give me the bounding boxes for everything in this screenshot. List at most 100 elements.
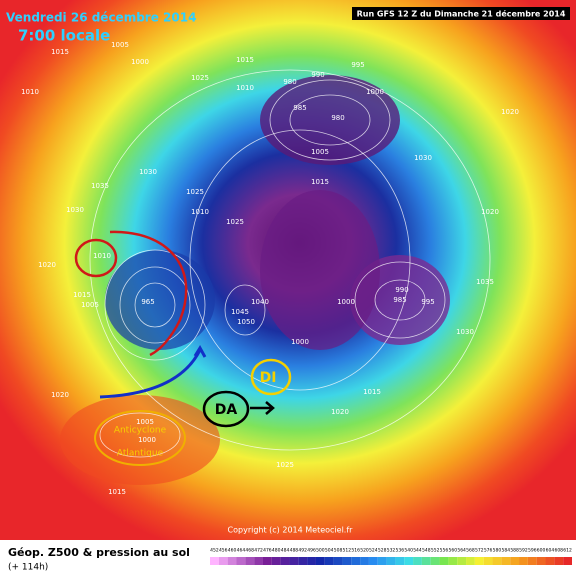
isobar-label: 1015: [236, 56, 254, 64]
isobar: [89, 69, 491, 451]
scale-label: 480: [272, 548, 281, 554]
low-area: [105, 250, 215, 350]
scale-swatch: [421, 557, 431, 565]
isobar: [269, 79, 391, 161]
highlight-circle: [74, 238, 118, 278]
scale-label: 560: [449, 548, 458, 554]
isobar-label: 995: [421, 298, 434, 306]
scale-label: 544: [413, 548, 422, 554]
scale-label: 572: [475, 548, 484, 554]
isobar-label: 1020: [501, 108, 519, 116]
isobar-label: 1000: [337, 298, 355, 306]
low-area: [260, 75, 400, 165]
scale-label: 500: [316, 548, 325, 554]
isobar-label: 980: [283, 78, 296, 86]
scale-label: 536: [396, 548, 405, 554]
scale-label: 540: [404, 548, 413, 554]
isobar-label: 1050: [237, 318, 255, 326]
time: 7:00 locale: [18, 27, 110, 45]
isobar-label: 1015: [108, 488, 126, 496]
isobar-label: 1010: [191, 208, 209, 216]
scale-swatch: [324, 557, 334, 565]
scale-label: 568: [466, 548, 475, 554]
isobar-label: 1040: [251, 298, 269, 306]
scale-label: 456: [219, 548, 228, 554]
da-circle: [202, 390, 250, 428]
da-arrow: [250, 401, 275, 415]
scale-swatch: [360, 557, 369, 565]
scale-label: 576: [484, 548, 493, 554]
isobar-label: 1025: [226, 218, 244, 226]
scale-swatch: [342, 557, 352, 565]
isobar-label: 995: [351, 61, 364, 69]
scale-swatch: [236, 557, 246, 565]
scale-swatch: [457, 557, 467, 565]
isobar: [224, 284, 266, 336]
scale-label: 472: [254, 548, 263, 554]
scale-swatch: [218, 557, 228, 565]
anticyclone-circle: [94, 410, 186, 466]
scale-label: 608: [554, 548, 563, 554]
isobar-label: 965: [141, 298, 154, 306]
scale-label: 504: [325, 548, 334, 554]
isobar-label: 1030: [414, 154, 432, 162]
scale-label: 524: [369, 548, 378, 554]
scale-swatch: [404, 557, 414, 565]
isobar-label: 1010: [21, 88, 39, 96]
scale-swatch: [483, 557, 493, 565]
scale-label: 612: [563, 548, 572, 554]
isobar-label: 1000: [131, 58, 149, 66]
scale-swatch: [307, 557, 316, 565]
scale-label: 488: [290, 548, 299, 554]
low-area: [260, 190, 380, 350]
scale-label: 556: [440, 548, 449, 554]
isobar-label: 990: [311, 71, 324, 79]
isobar-label: 1000: [366, 88, 384, 96]
scale-swatch: [210, 557, 219, 565]
scale-swatch: [289, 557, 299, 565]
isobar-label: 1030: [456, 328, 474, 336]
scale-label: 464: [237, 548, 246, 554]
scale-swatch: [554, 557, 564, 565]
footer-lead: (+ 114h): [8, 563, 48, 573]
isobar: [374, 279, 426, 321]
scale-label: 592: [519, 548, 528, 554]
high-area: [60, 395, 220, 485]
isobar-label: 1005: [136, 418, 154, 426]
isobar-label: 1005: [81, 301, 99, 309]
isobar-label: 1015: [51, 48, 69, 56]
isobar: [119, 266, 191, 344]
scale-label: 580: [493, 548, 502, 554]
isobar-label: 1035: [91, 182, 109, 190]
scale-label: 512: [343, 548, 352, 554]
isobar-label: 1030: [66, 206, 84, 214]
scale-swatch: [413, 557, 422, 565]
isobar-label: 1025: [186, 188, 204, 196]
isobar: [289, 94, 371, 146]
isobar-label: 1005: [311, 148, 329, 156]
scale-swatch: [474, 557, 484, 565]
blue-arrow: [99, 349, 202, 399]
scale-swatch: [386, 557, 396, 565]
scale-swatch: [298, 557, 308, 565]
isobar-label: 1045: [231, 308, 249, 316]
scale-swatch: [315, 557, 325, 565]
isobar-label: 990: [395, 286, 408, 294]
scale-swatch: [262, 557, 272, 565]
scale-label: 600: [537, 548, 546, 554]
date: Vendredi 26 décembre 2014: [6, 11, 196, 25]
isobar-label: 1020: [38, 261, 56, 269]
isobar-label: 1025: [276, 461, 294, 469]
scale-label: 492: [298, 548, 307, 554]
isobar-label: 1015: [363, 388, 381, 396]
isobar: [104, 249, 206, 361]
scale-label: 588: [510, 548, 519, 554]
scale-swatch: [430, 557, 440, 565]
scale-swatch: [395, 557, 405, 565]
scale-swatch: [466, 557, 475, 565]
scale-swatch: [492, 557, 502, 565]
annotation: Atlantique: [117, 449, 164, 459]
scale-swatch: [510, 557, 520, 565]
isobar-label: 1020: [331, 408, 349, 416]
isobar-label: 1025: [191, 74, 209, 82]
